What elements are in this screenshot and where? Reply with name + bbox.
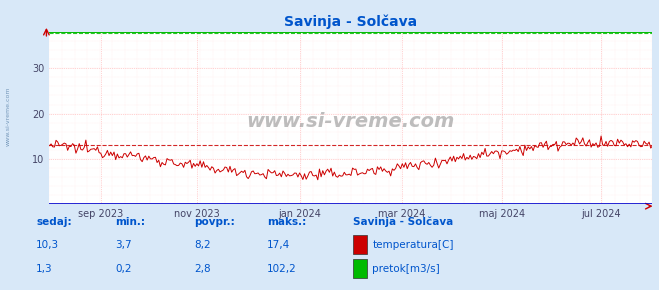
Text: 17,4: 17,4 [267, 240, 290, 250]
Text: temperatura[C]: temperatura[C] [372, 240, 454, 250]
Text: 0,2: 0,2 [115, 264, 132, 274]
Text: 2,8: 2,8 [194, 264, 211, 274]
Text: maks.:: maks.: [267, 217, 306, 227]
Text: www.si-vreme.com: www.si-vreme.com [5, 86, 11, 146]
Text: Savinja - Solčava: Savinja - Solčava [353, 216, 453, 227]
Text: min.:: min.: [115, 217, 146, 227]
Text: sedaj:: sedaj: [36, 217, 72, 227]
Text: 3,7: 3,7 [115, 240, 132, 250]
Text: povpr.:: povpr.: [194, 217, 235, 227]
Text: 1,3: 1,3 [36, 264, 53, 274]
Text: 102,2: 102,2 [267, 264, 297, 274]
Text: pretok[m3/s]: pretok[m3/s] [372, 264, 440, 274]
Text: 10,3: 10,3 [36, 240, 59, 250]
Text: 8,2: 8,2 [194, 240, 211, 250]
Title: Savinja - Solčava: Savinja - Solčava [284, 15, 418, 29]
Text: www.si-vreme.com: www.si-vreme.com [246, 112, 455, 131]
